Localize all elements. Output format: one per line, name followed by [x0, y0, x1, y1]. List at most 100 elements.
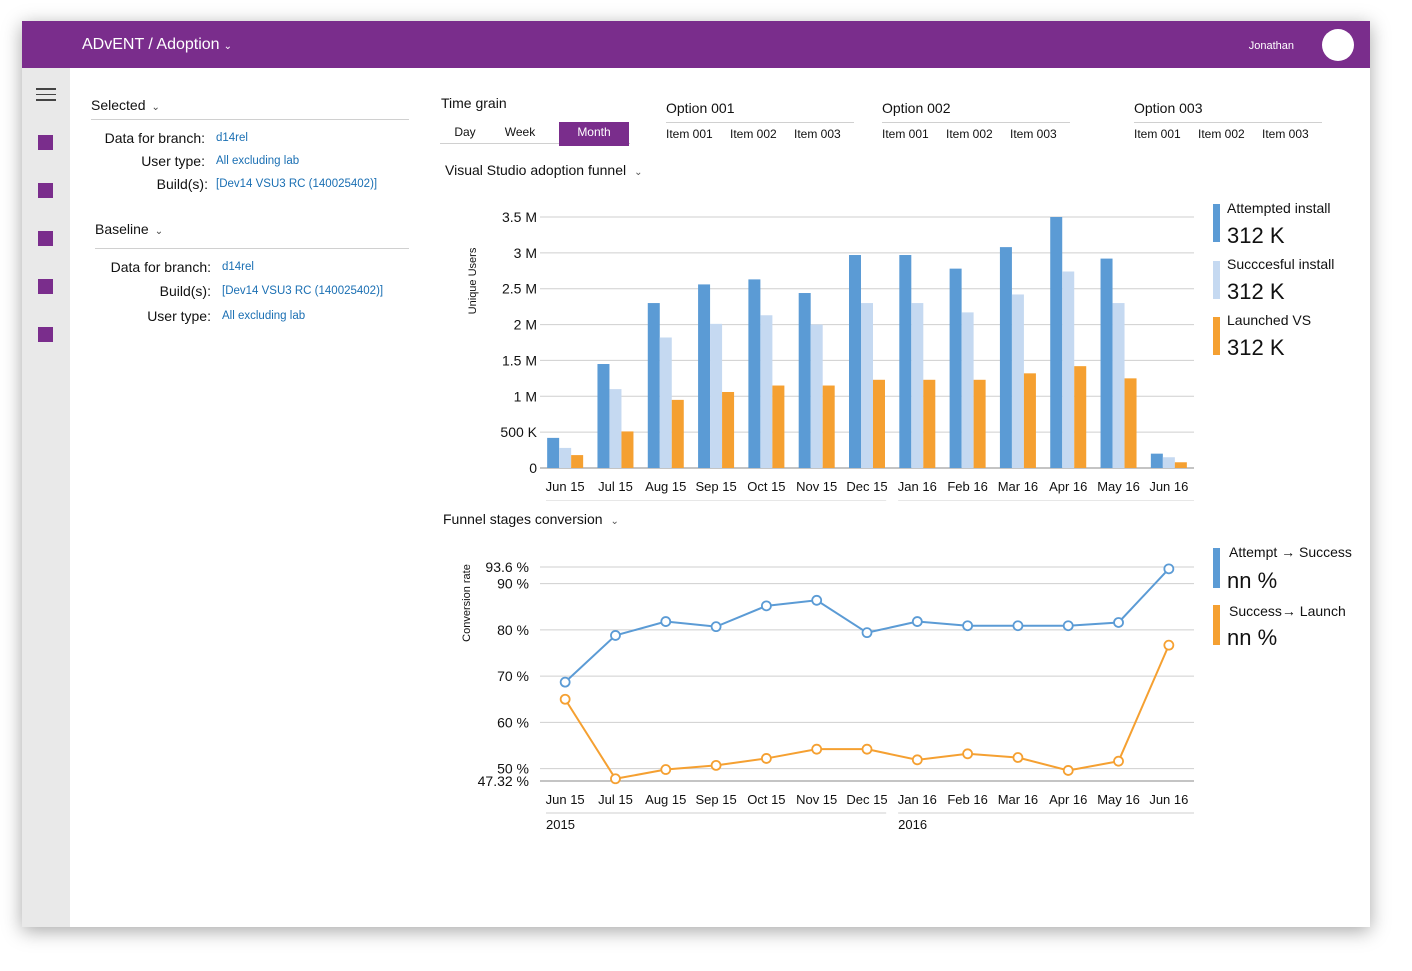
chevron-down-icon: ⌄: [154, 226, 164, 237]
nav-item-4[interactable]: [38, 279, 53, 294]
x-tick-label: Nov 15: [796, 792, 837, 807]
chevron-down-icon: ⌄: [634, 167, 643, 178]
nav-item-1[interactable]: [38, 135, 53, 150]
bar: [961, 312, 974, 468]
option-001-item-001[interactable]: Item 001: [666, 127, 713, 141]
baseline-user-type-label: User type:: [147, 308, 211, 324]
hamburger-menu-icon[interactable]: [36, 88, 56, 105]
data-point: [760, 600, 772, 612]
bar: [1174, 462, 1187, 468]
bar: [659, 337, 672, 468]
data-point: [1012, 620, 1024, 632]
data-point: [1012, 752, 1024, 763]
option-003-item-001[interactable]: Item 001: [1134, 127, 1181, 141]
nav-item-5[interactable]: [38, 327, 53, 342]
legend-attempt-success-value: nn %: [1227, 568, 1278, 593]
funnel-bar-chart: 0 500 K 1 M 1.5 M 2 M 2.5 M 3 M 3.5 M Unique Use…: [467, 209, 1194, 501]
user-name[interactable]: Jonathan: [1248, 40, 1294, 52]
bar: [559, 447, 572, 468]
data-point: [610, 630, 621, 641]
left-rail: [22, 68, 70, 927]
x-tick-label: Jun 16: [1149, 792, 1188, 807]
selected-builds-value[interactable]: [Dev14 VSU3 RC (140025402)]: [216, 178, 378, 190]
data-point: [811, 594, 823, 606]
baseline-heading: Baseline: [95, 221, 149, 237]
y-tick-label: 2.5 M: [502, 281, 537, 297]
bar: [597, 364, 610, 468]
data-point: [559, 693, 571, 705]
legend-attempted-name: Attempted install: [1227, 200, 1331, 216]
funnel-chart-title: Visual Studio adoption funnel: [445, 162, 627, 178]
time-grain-day[interactable]: Day: [454, 125, 476, 139]
legend-swatch-success-launch: [1213, 605, 1220, 645]
bar: [571, 455, 584, 468]
x-tick-label: Aug 15: [645, 479, 686, 494]
time-grain-week[interactable]: Week: [504, 125, 536, 139]
nav-item-3[interactable]: [38, 231, 53, 246]
bar: [1050, 217, 1063, 468]
selected-branch-value[interactable]: d14rel: [216, 132, 248, 144]
bar: [609, 389, 622, 468]
data-point: [1163, 563, 1175, 575]
x-tick-label: Oct 15: [747, 792, 785, 807]
data-point: [911, 754, 923, 766]
data-point: [1113, 755, 1124, 767]
option-001-title: Option 001: [666, 100, 735, 116]
legend-successful-value: 312 K: [1227, 279, 1285, 304]
bar: [1100, 258, 1113, 468]
bar: [710, 323, 723, 468]
series-line: [564, 644, 1170, 780]
x-tick-label: Aug 15: [645, 792, 686, 807]
legend-successful-name: Succcesful install: [1227, 256, 1335, 272]
divider: [882, 122, 1070, 123]
bar: [949, 268, 962, 468]
baseline-builds-value[interactable]: [Dev14 VSU3 RC (140025402)]: [222, 285, 384, 297]
option-001-item-003[interactable]: Item 003: [794, 127, 841, 141]
x-tick-label: Dec 15: [846, 479, 887, 494]
app-title[interactable]: ADvENT / Adoption ⌄: [82, 36, 232, 54]
nav-item-2[interactable]: [38, 183, 53, 198]
y-tick-label: 70 %: [497, 668, 529, 684]
option-003-item-003[interactable]: Item 003: [1262, 127, 1309, 141]
time-grain-month[interactable]: Month: [559, 122, 629, 146]
bar: [760, 315, 773, 468]
x-tick-label: Jun 15: [546, 479, 585, 494]
year-label: 2016: [898, 817, 927, 831]
x-tick-label: Nov 15: [796, 479, 837, 494]
divider: [1134, 122, 1322, 123]
funnel-chart-title-dropdown[interactable]: Visual Studio adoption funnel ⌄: [445, 162, 643, 178]
x-tick-label: May 16: [1097, 792, 1140, 807]
baseline-user-type-value[interactable]: All excluding lab: [222, 310, 306, 322]
baseline-dropdown[interactable]: Baseline ⌄: [95, 221, 163, 237]
legend-launched-value: 312 K: [1227, 335, 1285, 360]
bar: [748, 279, 761, 468]
y-tick-label: 50 %: [497, 761, 529, 777]
selected-dropdown[interactable]: Selected ⌄: [91, 97, 160, 113]
bar: [923, 379, 936, 468]
bar: [698, 284, 711, 468]
option-002-item-003[interactable]: Item 003: [1010, 127, 1057, 141]
chevron-down-icon: ⌄: [223, 41, 232, 52]
data-point: [660, 764, 672, 775]
option-001-item-002[interactable]: Item 002: [730, 127, 777, 141]
y-axis-label: Conversion rate: [461, 564, 473, 642]
option-003-item-002[interactable]: Item 002: [1198, 127, 1245, 141]
x-tick-label: Feb 16: [947, 479, 987, 494]
selected-user-type-value[interactable]: All excluding lab: [216, 155, 300, 167]
option-002-item-001[interactable]: Item 001: [882, 127, 929, 141]
bar: [798, 293, 811, 468]
baseline-branch-value[interactable]: d14rel: [222, 261, 254, 273]
avatar[interactable]: [1322, 29, 1354, 61]
option-002-item-002[interactable]: Item 002: [946, 127, 993, 141]
conversion-chart-title: Funnel stages conversion: [443, 511, 603, 527]
y-tick-label: 2 M: [514, 317, 537, 333]
y-tick-label: 47.32 %: [478, 773, 529, 789]
data-point: [1113, 617, 1124, 628]
series-line: [564, 568, 1170, 683]
selected-heading: Selected: [91, 97, 146, 113]
conversion-chart-title-dropdown[interactable]: Funnel stages conversion ⌄: [443, 511, 619, 527]
chevron-down-icon: ⌄: [610, 516, 619, 527]
bar: [1124, 378, 1137, 468]
y-tick-label: 60 %: [497, 714, 529, 730]
bar: [547, 437, 560, 468]
